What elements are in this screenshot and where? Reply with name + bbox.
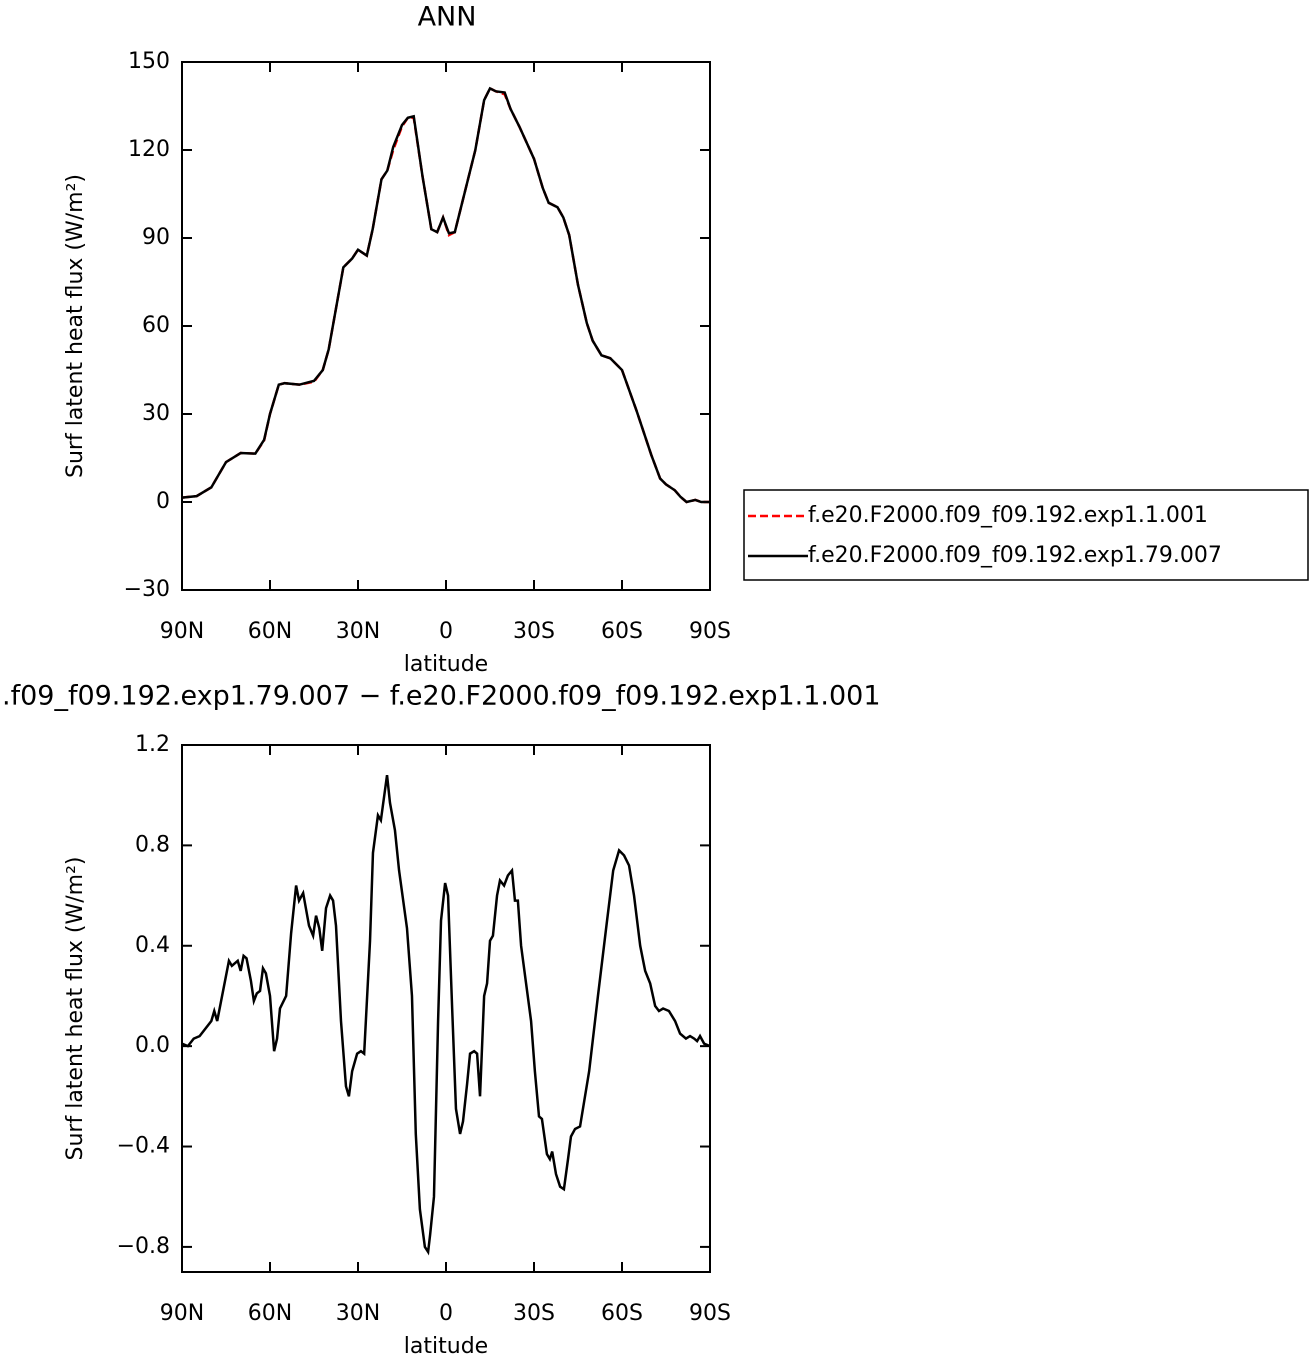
legend-box	[743, 489, 1309, 581]
x-tick-label: 60S	[601, 1301, 643, 1326]
y-tick-label: −30	[124, 577, 170, 602]
y-tick-label: 30	[142, 401, 170, 426]
x-tick-label: 60N	[248, 1301, 292, 1326]
y-tick-label: −0.8	[117, 1234, 170, 1259]
x-tick-label: 60S	[601, 619, 643, 644]
x-tick-label: 90S	[689, 619, 731, 644]
x-tick-label: 30S	[513, 619, 555, 644]
x-tick-label: 30N	[336, 619, 380, 644]
y-tick-label: 0.0	[135, 1033, 170, 1058]
y-tick-label: 1.2	[135, 732, 170, 757]
x-tick-label: 0	[439, 619, 453, 644]
y-axis-label: Surf latent heat flux (W/m²)	[63, 857, 88, 1161]
x-tick-label: 30S	[513, 1301, 555, 1326]
y-tick-label: 0	[156, 489, 170, 514]
x-axis-label: latitude	[404, 652, 488, 677]
x-tick-label: 90N	[160, 619, 204, 644]
chart-title: ANN	[418, 2, 477, 33]
x-tick-label: 90S	[689, 1301, 731, 1326]
chart-title: .f09_f09.192.exp1.79.007 − f.e20.F2000.f…	[2, 681, 881, 712]
data-line	[181, 86, 710, 504]
y-tick-label: 120	[128, 137, 170, 162]
y-tick-label: 0.4	[135, 933, 170, 958]
x-tick-label: 30N	[336, 1301, 380, 1326]
plot-frame	[181, 61, 711, 591]
data-line	[181, 774, 711, 1256]
plot-frame	[181, 744, 711, 1273]
y-tick-label: −0.4	[117, 1134, 170, 1159]
y-tick-label: 150	[128, 49, 170, 74]
y-tick-label: 60	[142, 313, 170, 338]
x-tick-label: 60N	[248, 619, 292, 644]
x-tick-label: 0	[439, 1301, 453, 1326]
x-axis-label: latitude	[404, 1334, 488, 1359]
y-tick-label: 90	[142, 225, 170, 250]
data-line	[181, 86, 710, 504]
legend-label: f.e20.F2000.f09_f09.192.exp1.79.007	[808, 543, 1222, 568]
y-tick-label: 0.8	[135, 832, 170, 857]
y-axis-label: Surf latent heat flux (W/m²)	[63, 174, 88, 478]
legend-label: f.e20.F2000.f09_f09.192.exp1.1.001	[808, 503, 1208, 528]
x-tick-label: 90N	[160, 1301, 204, 1326]
